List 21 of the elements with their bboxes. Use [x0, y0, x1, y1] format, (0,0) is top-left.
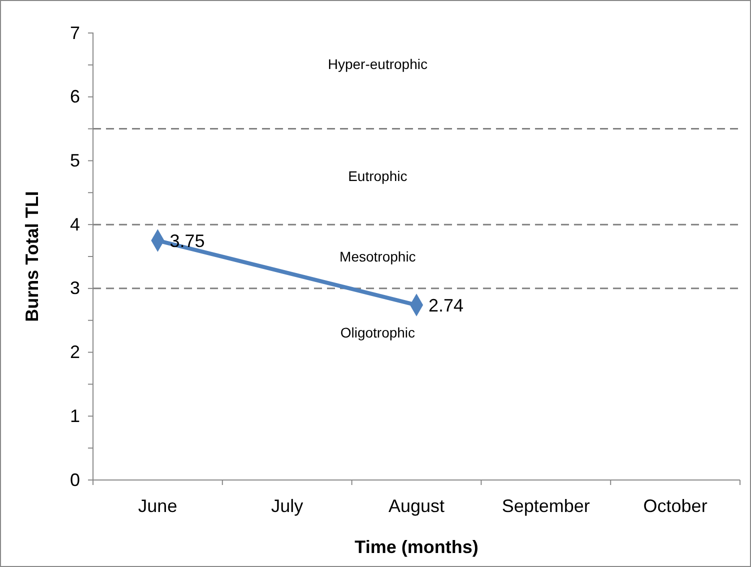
- x-tick-label: June: [138, 496, 178, 516]
- y-tick-label: 5: [70, 150, 80, 170]
- annotation: Mesotrophic: [340, 248, 416, 264]
- y-axis-title: Burns Total TLI: [22, 191, 42, 322]
- y-tick-label: 7: [70, 22, 80, 43]
- x-tick-label: August: [388, 496, 445, 516]
- annotation: Oligotrophic: [340, 324, 416, 340]
- x-axis-title: Time (months): [354, 537, 478, 557]
- y-tick-label: 3: [70, 278, 80, 298]
- x-tick-label: October: [643, 496, 708, 516]
- y-tick-label: 0: [70, 470, 80, 490]
- x-tick-label: September: [502, 496, 590, 516]
- y-tick-label: 6: [70, 86, 80, 107]
- y-tick-label: 4: [70, 214, 80, 234]
- x-tick-label: July: [271, 496, 304, 516]
- y-tick-label: 1: [70, 406, 80, 426]
- data-label: 3.75: [170, 230, 205, 251]
- data-label: 2.74: [428, 295, 464, 316]
- y-tick-label: 2: [70, 342, 80, 362]
- annotation: Eutrophic: [348, 168, 408, 184]
- annotation: Hyper-eutrophic: [328, 56, 428, 72]
